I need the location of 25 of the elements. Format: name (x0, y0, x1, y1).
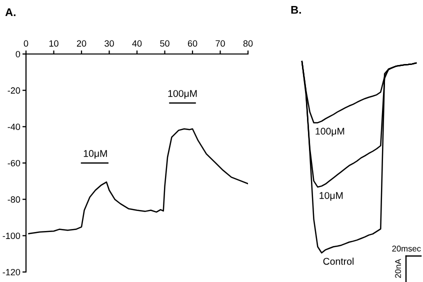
chart-title: B. (291, 6, 301, 14)
x-tick-label: 40 (132, 40, 142, 47)
x-tick-label: 50 (160, 40, 170, 47)
y-tick-label: -100 (2, 232, 20, 240)
x-tick-label: 70 (216, 40, 225, 47)
x-tick-label: 0 (24, 40, 28, 47)
series-label: 100μM (316, 128, 344, 136)
annotation: 10μM (84, 150, 107, 159)
y-tick-label: -20 (8, 87, 20, 94)
series-label: Control (323, 258, 354, 265)
series-label: 10μM (320, 192, 343, 201)
x-tick-label: 20 (76, 40, 86, 47)
x-tick-label: 30 (104, 40, 114, 47)
x-tick-label: 60 (188, 40, 198, 47)
chart-title: A. (5, 8, 16, 16)
y-tick-label: -60 (8, 160, 20, 166)
y-tick-label: -40 (8, 124, 20, 130)
y-tick-label: -80 (8, 196, 20, 203)
y-tick-label: -120 (2, 268, 20, 276)
x-tick-label: 10 (49, 40, 58, 47)
annotation: 100μM (168, 90, 197, 99)
text: 20nA (395, 258, 401, 278)
x-tick-label: 80 (243, 40, 253, 47)
y-tick-label: 0 (16, 50, 20, 58)
annotation: 20msec (392, 246, 421, 252)
